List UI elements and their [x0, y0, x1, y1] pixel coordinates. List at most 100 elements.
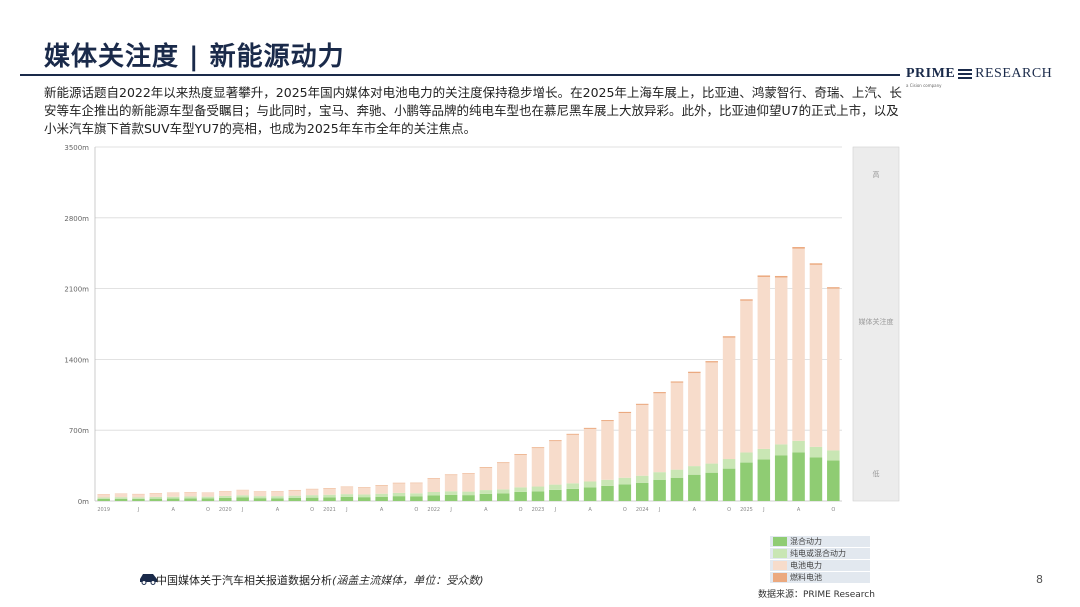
legend-swatch-fuel	[773, 573, 787, 582]
bar-segment	[653, 393, 666, 473]
bar-segment	[531, 448, 545, 487]
bar-segment	[444, 494, 458, 501]
bar-segment	[635, 482, 649, 501]
bar-segment	[166, 498, 180, 501]
x-tick-label: A	[380, 507, 384, 513]
bar-segment	[149, 498, 163, 501]
bar-segment	[427, 495, 441, 501]
bar-segment	[114, 498, 128, 501]
bar-segment	[722, 468, 736, 501]
x-tick-label: O	[727, 507, 731, 513]
bar-segment	[827, 460, 840, 501]
bar-segment	[514, 454, 527, 488]
bar-segment	[618, 413, 632, 478]
bar-segment	[792, 440, 805, 453]
bar-segment	[427, 478, 441, 479]
bar-segment	[253, 498, 267, 501]
bar-segment	[583, 427, 597, 429]
bar-segment	[705, 472, 718, 501]
bar-segment	[514, 491, 527, 501]
y-tick-label: 3500m	[64, 144, 89, 152]
x-tick-label: J	[137, 507, 139, 513]
bar-segment	[601, 485, 614, 501]
x-tick-label: J	[449, 507, 451, 513]
bar-segment	[774, 277, 788, 445]
y-tick-label: 0m	[78, 498, 89, 506]
bar-segment	[392, 492, 406, 497]
bar-segment	[184, 496, 197, 499]
x-tick-label: A	[484, 507, 488, 513]
bar-segment	[774, 444, 788, 456]
x-tick-label: O	[414, 507, 418, 513]
bar-segment	[427, 478, 441, 492]
bar-segment	[722, 459, 736, 469]
footnote: 中国媒体关于汽车相关报道数据分析(涵盖主流媒体，单位：受众数)	[142, 572, 484, 588]
bar-segment	[444, 491, 458, 495]
bar-segment	[253, 491, 267, 497]
page-title: 媒体关注度 | 新能源动力	[44, 42, 345, 72]
bar-segment	[792, 452, 805, 501]
x-tick-label: 2024	[636, 507, 649, 513]
bar-segment	[601, 420, 614, 422]
bar-segment	[201, 498, 215, 501]
bar-segment	[809, 457, 823, 501]
bar-segment	[236, 495, 249, 498]
bar-segment	[427, 492, 441, 496]
bar-segment	[514, 487, 527, 492]
bar-segment	[566, 483, 579, 489]
bar-segment	[566, 433, 579, 435]
bar-segment	[253, 496, 267, 499]
bar-segment	[166, 496, 180, 499]
bar-segment	[705, 463, 718, 473]
bar-segment	[549, 484, 562, 490]
x-tick-label: A	[588, 507, 592, 513]
bar-segment	[149, 496, 163, 499]
bar-segment	[496, 493, 510, 501]
bar-segment	[635, 403, 649, 405]
brand-subtitle: a Cision company	[906, 83, 942, 88]
bar-segment	[601, 479, 614, 486]
x-tick-label: 2025	[740, 507, 753, 513]
attention-scale-panel	[852, 146, 900, 502]
legend-label-fuel: 燃料电池	[790, 573, 822, 582]
y-tick-label: 2100m	[64, 286, 89, 294]
y-tick-label: 2800m	[64, 215, 89, 223]
bar-segment	[496, 463, 510, 490]
scale-high-label: 高	[873, 170, 880, 179]
bar-segment	[219, 497, 232, 501]
bar-segment	[132, 494, 145, 498]
bar-segment	[132, 498, 145, 501]
x-tick-label: A	[797, 507, 801, 513]
bar-segment	[549, 440, 562, 442]
bar-segment	[392, 482, 406, 484]
x-tick-label: J	[554, 507, 556, 513]
bar-segment	[410, 493, 423, 497]
bar-segment	[618, 484, 632, 501]
bar-segment	[740, 462, 753, 501]
bar-segment	[323, 488, 336, 495]
scale-mid-label: 媒体关注度	[859, 317, 894, 326]
bar-segment	[236, 490, 249, 496]
bar-segment	[774, 275, 788, 278]
legend-item-fuel: 燃料电池	[770, 572, 870, 583]
bar-segment	[531, 486, 545, 492]
bar-segment	[97, 494, 110, 498]
bar-segment	[635, 404, 649, 476]
intro-paragraph: 新能源话题自2022年以来热度显著攀升，2025年国内媒体对电池电力的关注度保持…	[44, 85, 902, 136]
bar-segment	[375, 496, 388, 501]
bar-segment	[462, 473, 475, 474]
scale-low-label: 低	[873, 469, 880, 478]
x-tick-label: 2022	[427, 507, 440, 513]
bar-segment	[688, 466, 701, 475]
footnote-note: (涵盖主流媒体，单位：受众数)	[332, 574, 484, 587]
car-icon	[140, 574, 157, 585]
bar-segment	[653, 392, 666, 394]
x-tick-label: J	[345, 507, 347, 513]
bar-segment	[583, 428, 597, 482]
bar-segment	[358, 487, 371, 495]
y-tick-label: 700m	[69, 427, 89, 435]
bar-segment	[670, 381, 684, 383]
bar-segment	[358, 494, 371, 498]
bar-segment	[358, 497, 371, 501]
bar-segment	[462, 473, 475, 492]
